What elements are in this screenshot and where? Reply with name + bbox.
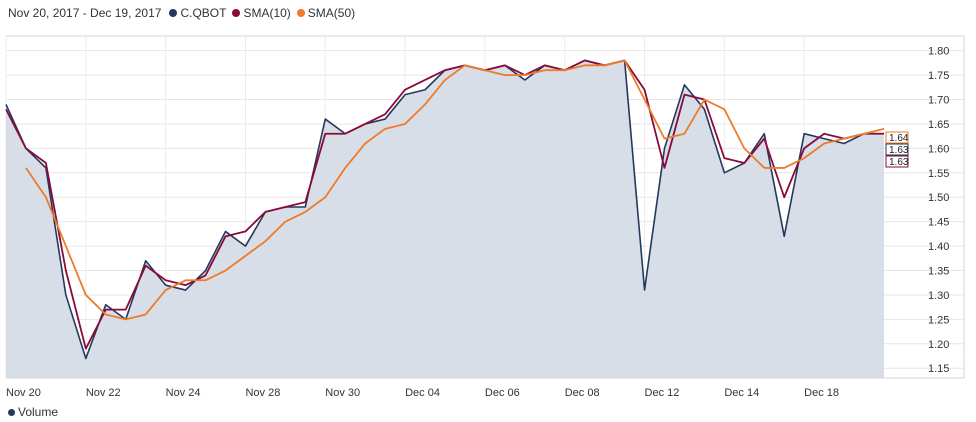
last-value-box xyxy=(885,143,909,156)
x-tick-label: Nov 28 xyxy=(245,387,280,399)
chart-legend: Nov 20, 2017 - Dec 19, 2017 C.QBOT SMA(1… xyxy=(8,4,361,22)
y-tick-label: 1.45 xyxy=(928,217,949,229)
y-tick-label: 1.20 xyxy=(928,339,949,351)
legend-item-price[interactable]: C.QBOT xyxy=(169,6,226,20)
legend-label-sma10: SMA(10) xyxy=(243,6,291,20)
series-dot-icon xyxy=(169,9,178,17)
y-tick-label: 1.60 xyxy=(928,143,949,155)
x-tick-label: Nov 24 xyxy=(166,387,201,399)
x-tick-label: Nov 22 xyxy=(86,387,121,399)
series-dot-icon xyxy=(232,9,241,17)
legend-item-sma10[interactable]: SMA(10) xyxy=(232,6,291,20)
x-axis: Nov 20 Nov 22 Nov 24 Nov 28 Nov 30 Dec 04 Dec … xyxy=(6,387,839,399)
volume-legend[interactable]: Volume xyxy=(8,405,58,419)
last-value-label: 1.63 xyxy=(889,145,909,156)
y-tick-label: 1.70 xyxy=(928,95,949,107)
y-tick-label: 1.65 xyxy=(928,119,949,131)
y-axis: 1.15 1.20 1.25 1.30 1.35 1.40 1.45 1.50 1.55 1.60… xyxy=(928,46,949,376)
legend-item-sma50[interactable]: SMA(50) xyxy=(296,6,356,20)
y-tick-label: 1.35 xyxy=(928,266,949,278)
price-area-fill xyxy=(6,60,884,379)
y-tick-label: 1.15 xyxy=(928,363,949,375)
volume-legend-label: Volume xyxy=(18,405,59,419)
x-tick-label: Dec 06 xyxy=(485,387,520,399)
last-value-labels: 1.641.631.63 xyxy=(885,131,909,168)
x-tick-label: Dec 08 xyxy=(565,387,600,399)
legend-label-sma50: SMA(50) xyxy=(307,6,356,20)
series-line-2[interactable] xyxy=(25,59,885,321)
last-value-label: 1.64 xyxy=(889,133,909,144)
last-value-label: 1.63 xyxy=(889,157,909,168)
x-tick-label: Dec 18 xyxy=(804,387,839,399)
x-tick-label: Nov 20 xyxy=(6,387,41,399)
y-tick-label: 1.55 xyxy=(928,168,949,180)
y-tick-label: 1.40 xyxy=(928,241,949,253)
y-tick-label: 1.30 xyxy=(928,290,949,302)
y-tick-label: 1.25 xyxy=(928,314,949,326)
series-line-1[interactable] xyxy=(5,59,884,350)
y-tick-label: 1.80 xyxy=(928,46,949,58)
last-value-box xyxy=(885,155,909,168)
series-dot-icon xyxy=(296,9,305,17)
y-tick-label: 1.50 xyxy=(928,192,949,204)
date-range-label: Nov 20, 2017 - Dec 19, 2017 xyxy=(8,6,162,20)
legend-label-price: C.QBOT xyxy=(180,6,227,20)
x-tick-label: Nov 30 xyxy=(325,387,360,399)
x-tick-label: Dec 12 xyxy=(645,387,680,399)
price-chart[interactable]: 1.15 1.20 1.25 1.30 1.35 1.40 1.45 1.50 1.55 1.60… xyxy=(0,0,976,400)
y-tick-label: 1.75 xyxy=(928,70,949,82)
last-value-box xyxy=(885,131,909,144)
volume-dot-icon xyxy=(8,408,15,416)
x-tick-label: Dec 04 xyxy=(405,387,440,399)
x-tick-label: Dec 14 xyxy=(724,387,759,399)
series-lines xyxy=(5,59,885,360)
price-area xyxy=(6,60,884,379)
